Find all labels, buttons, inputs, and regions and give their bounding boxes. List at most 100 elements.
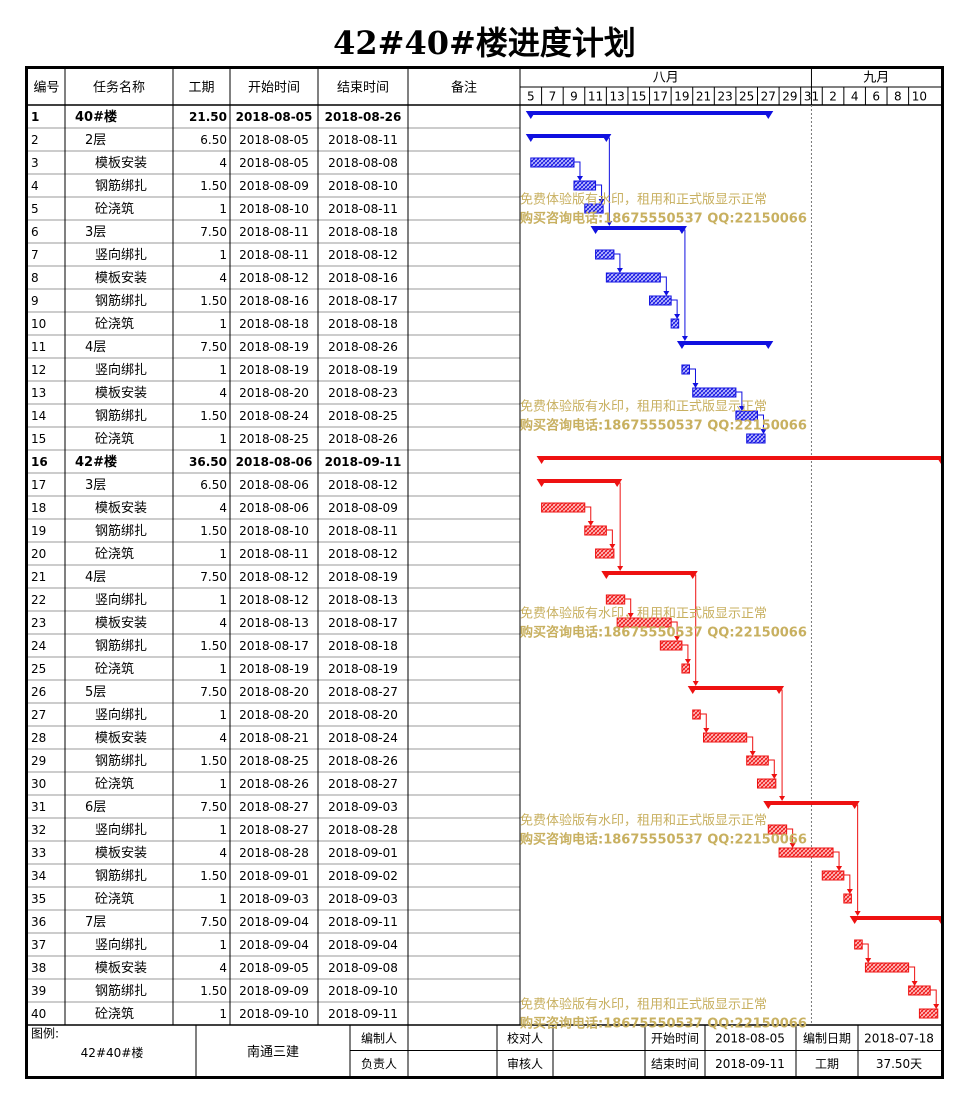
task-name: 3层 bbox=[85, 225, 106, 240]
task-start: 2018-08-27 bbox=[239, 800, 309, 814]
day-tick-label: 21 bbox=[696, 90, 711, 104]
dependency-line bbox=[854, 804, 859, 913]
task-bar bbox=[821, 870, 845, 881]
task-start: 2018-08-05 bbox=[239, 156, 309, 170]
task-end: 2018-08-10 bbox=[328, 179, 398, 193]
day-tick-label: 31 bbox=[804, 90, 819, 104]
dependency-arrow bbox=[692, 383, 699, 388]
task-bar bbox=[584, 203, 604, 214]
legend-label: 图例: bbox=[31, 1027, 59, 1041]
task-end: 2018-08-23 bbox=[328, 386, 398, 400]
task-start: 2018-09-04 bbox=[239, 938, 309, 952]
table-header: 编号 任务名称 工期 开始时间 结束时间 备注 八月 九月 5 7 9 11 13 15 17 19 21 23 2… bbox=[33, 71, 927, 104]
dependency-line bbox=[617, 482, 621, 568]
task-start: 2018-08-13 bbox=[239, 616, 309, 630]
task-end: 2018-08-24 bbox=[328, 731, 398, 745]
start-value: 2018-08-05 bbox=[715, 1031, 785, 1045]
task-name: 砼浇筑 bbox=[95, 661, 134, 677]
task-name: 钢筋绑扎 bbox=[95, 408, 147, 424]
task-end: 2018-08-18 bbox=[328, 317, 398, 331]
dependency-line bbox=[768, 759, 775, 776]
dependency-line bbox=[735, 391, 743, 408]
task-bar bbox=[681, 663, 690, 674]
task-start: 2018-08-18 bbox=[239, 317, 309, 331]
task-bar bbox=[843, 893, 852, 904]
month-label: 八月 bbox=[653, 71, 679, 86]
task-duration: 4 bbox=[219, 731, 227, 745]
task-bar bbox=[573, 180, 597, 191]
task-start: 2018-08-11 bbox=[239, 547, 309, 561]
task-start: 2018-08-19 bbox=[239, 662, 309, 676]
dependency-arrow bbox=[749, 751, 756, 756]
task-name: 钢筋绑扎 bbox=[95, 293, 147, 309]
task-id: 26 bbox=[31, 685, 46, 699]
task-name: 模板安装 bbox=[95, 731, 147, 746]
dependency-line bbox=[833, 851, 840, 868]
dependency-arrow bbox=[674, 636, 681, 641]
dependency-line bbox=[606, 137, 610, 223]
summary-bar-start-marker bbox=[525, 134, 536, 142]
dependency-line bbox=[757, 414, 764, 431]
dependency-arrow bbox=[738, 406, 745, 411]
task-start: 2018-08-11 bbox=[239, 248, 309, 262]
task-end: 2018-09-01 bbox=[328, 846, 398, 860]
dependency-arrow bbox=[703, 728, 710, 733]
dependency-arrow bbox=[684, 659, 691, 664]
task-duration: 4 bbox=[219, 501, 227, 515]
dependency-line bbox=[843, 874, 851, 891]
task-name: 砼浇筑 bbox=[95, 891, 134, 907]
task-start: 2018-08-26 bbox=[239, 777, 309, 791]
compiler-label: 编制人 bbox=[361, 1030, 397, 1045]
dependency-arrow bbox=[760, 429, 767, 434]
day-tick-label: 9 bbox=[570, 90, 578, 104]
watermark-line: 购买咨询电话:18675550537 QQ:22150066 bbox=[520, 1016, 807, 1032]
dependency-line bbox=[692, 574, 697, 683]
task-name: 砼浇筑 bbox=[95, 546, 134, 562]
dependency-arrow bbox=[854, 911, 861, 916]
task-end: 2018-09-11 bbox=[325, 455, 402, 469]
task-start: 2018-08-25 bbox=[239, 432, 309, 446]
task-duration: 4 bbox=[219, 846, 227, 860]
task-duration: 36.50 bbox=[189, 455, 227, 469]
watermark-line: 免费体验版有水印，租用和正式版显示正常 bbox=[520, 813, 767, 829]
task-name: 砼浇筑 bbox=[95, 776, 134, 792]
task-end: 2018-08-26 bbox=[328, 340, 398, 354]
task-start: 2018-08-19 bbox=[239, 363, 309, 377]
summary-bar bbox=[541, 479, 618, 483]
summary-bar-start-marker bbox=[687, 686, 698, 694]
dependency-line bbox=[786, 828, 794, 845]
task-duration: 7.50 bbox=[200, 340, 227, 354]
task-bar bbox=[756, 778, 777, 789]
task-name: 砼浇筑 bbox=[95, 316, 134, 332]
task-end: 2018-08-28 bbox=[328, 823, 398, 837]
task-start: 2018-08-25 bbox=[239, 754, 309, 768]
task-id: 3 bbox=[31, 156, 39, 170]
task-bar bbox=[584, 525, 607, 536]
task-duration: 1 bbox=[219, 547, 227, 561]
task-id: 15 bbox=[31, 432, 46, 446]
task-start: 2018-09-10 bbox=[239, 1007, 309, 1021]
summary-bar bbox=[854, 916, 941, 920]
task-start: 2018-08-06 bbox=[239, 478, 309, 492]
task-name: 42#楼 bbox=[75, 454, 117, 470]
task-duration: 7.50 bbox=[200, 570, 227, 584]
task-id: 22 bbox=[31, 593, 46, 607]
task-end: 2018-08-11 bbox=[328, 133, 398, 147]
task-duration: 7.50 bbox=[200, 915, 227, 929]
day-tick-label: 19 bbox=[674, 90, 689, 104]
dependency-arrow bbox=[692, 681, 699, 686]
task-end: 2018-09-08 bbox=[328, 961, 398, 975]
summary-bar bbox=[530, 111, 769, 115]
summary-bar-end-marker bbox=[936, 456, 941, 464]
task-bar bbox=[595, 548, 615, 559]
task-name: 钢筋绑扎 bbox=[95, 178, 147, 194]
dependency-line bbox=[862, 943, 869, 960]
dependency-arrow bbox=[606, 221, 613, 226]
task-name: 模板安装 bbox=[95, 156, 147, 171]
task-duration: 7.50 bbox=[200, 800, 227, 814]
task-end: 2018-08-18 bbox=[328, 639, 398, 653]
task-end: 2018-08-12 bbox=[328, 248, 398, 262]
task-id: 23 bbox=[31, 616, 46, 630]
task-duration: 1 bbox=[219, 432, 227, 446]
task-id: 1 bbox=[31, 110, 39, 124]
